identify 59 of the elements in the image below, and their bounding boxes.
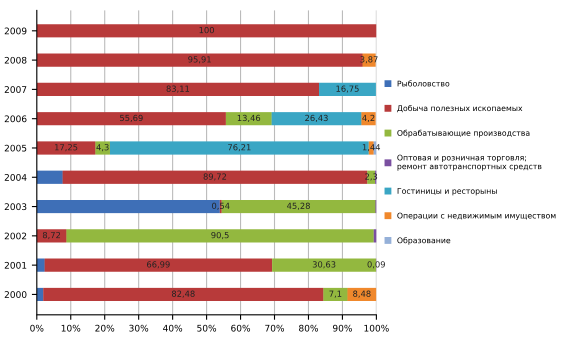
bar [374,229,376,242]
data-label: 100 [200,26,214,34]
data-label: 7,1 [329,290,342,298]
data-label: 55,69 [120,114,143,122]
data-label: 89,72 [204,173,226,181]
y-tick-label: 2002 [4,232,26,240]
bar [36,170,63,184]
bar [43,288,324,302]
y-tick-label: 2005 [4,144,26,152]
y-tick-label: 2000 [4,291,26,298]
bar [66,229,374,242]
data-label: 4,2 [362,114,374,122]
data-label: 4,3 [96,144,109,152]
data-label: 8,48 [353,290,371,298]
x-tick-label: 100% [364,324,389,332]
y-tick-label: 2003 [4,203,26,210]
y-tick-label: 2008 [4,56,26,64]
x-tick-label: 90% [332,324,352,332]
data-label: 8,72 [42,232,60,240]
x-tick-label: 80% [299,324,318,332]
data-label: 83,11 [166,86,190,93]
x-tick-label: 70% [265,324,284,332]
data-label: 16,75 [336,86,359,93]
data-label: 30,63 [312,261,336,268]
x-tick-label: 20% [95,324,114,332]
y-tick-label: 2004 [4,174,27,181]
bar [36,24,376,38]
x-tick-label: 0% [30,324,44,332]
bar [36,54,362,67]
bar [44,258,272,272]
bar [323,288,348,302]
data-label: 82,48 [172,290,195,298]
data-label: 66,99 [147,261,170,268]
x-tick-label: 50% [197,324,216,332]
x-tick-label: 40% [163,324,182,332]
y-tick-label: 2007 [4,86,26,93]
y-tick-label: 2006 [4,115,26,122]
data-label: 45,28 [287,202,310,210]
bar [36,82,320,96]
x-tick-label: 30% [129,324,148,332]
x-tick-label: 10% [62,324,80,332]
x-tick-label: 60% [231,324,250,332]
data-label: 0,09 [368,261,385,268]
data-label: 26,43 [305,114,328,122]
data-label: 90,5 [211,232,229,240]
bar [36,141,96,155]
data-label: 17,25 [55,144,78,152]
data-label: 1,44 [362,144,380,152]
bar [319,82,376,96]
bar [361,112,376,126]
bar [272,112,362,126]
y-tick-label: 2009 [4,28,26,34]
data-label: 0,54 [212,202,230,210]
data-label: 76,21 [228,144,251,152]
data-label: 13,46 [238,114,260,122]
bar [36,112,226,126]
bar [226,112,272,126]
y-tick-label: 2001 [4,262,26,269]
data-label: 95,91 [188,56,211,64]
